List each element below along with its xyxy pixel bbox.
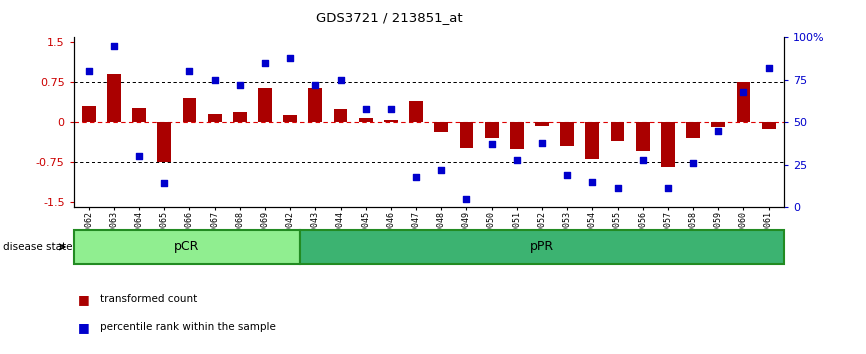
Point xyxy=(208,77,222,82)
Bar xyxy=(460,122,474,148)
Bar xyxy=(435,122,449,132)
Text: percentile rank within the sample: percentile rank within the sample xyxy=(100,322,275,332)
Point xyxy=(283,55,297,61)
Bar xyxy=(107,74,121,122)
Point xyxy=(535,140,549,145)
Point xyxy=(686,160,700,166)
Bar xyxy=(233,112,247,122)
Point xyxy=(460,196,474,201)
Bar xyxy=(333,109,347,122)
Point xyxy=(711,128,725,133)
Bar xyxy=(611,122,624,141)
Bar xyxy=(686,122,700,138)
Bar xyxy=(711,122,725,127)
Point xyxy=(485,141,499,147)
Bar xyxy=(258,88,272,122)
Bar xyxy=(409,101,423,122)
Point xyxy=(132,153,146,159)
Bar xyxy=(510,122,524,149)
Point xyxy=(409,174,423,179)
Point xyxy=(81,68,95,74)
Point xyxy=(560,172,574,178)
Point xyxy=(333,77,347,82)
Bar xyxy=(308,88,322,122)
Point xyxy=(308,82,322,87)
Point xyxy=(183,68,197,74)
Bar xyxy=(535,122,549,126)
Bar xyxy=(359,118,372,122)
Text: GDS3721 / 213851_at: GDS3721 / 213851_at xyxy=(316,11,463,24)
Bar xyxy=(81,106,95,122)
Point xyxy=(510,157,524,162)
Bar xyxy=(283,115,297,122)
Bar xyxy=(132,108,146,122)
Text: disease state: disease state xyxy=(3,242,72,252)
Point xyxy=(661,185,675,191)
Bar xyxy=(636,122,650,152)
Point xyxy=(636,157,650,162)
Bar xyxy=(208,114,222,122)
Text: pPR: pPR xyxy=(530,240,554,253)
Bar xyxy=(74,230,301,264)
Bar xyxy=(585,122,599,159)
Point xyxy=(435,167,449,172)
Point xyxy=(585,179,599,184)
Text: ■: ■ xyxy=(78,321,90,334)
Bar xyxy=(661,122,675,167)
Point xyxy=(107,43,121,48)
Bar xyxy=(183,98,197,122)
Point xyxy=(233,82,247,87)
Point xyxy=(611,185,624,191)
Point xyxy=(158,181,171,186)
Point xyxy=(762,65,776,70)
Point xyxy=(258,60,272,65)
Bar xyxy=(384,120,397,122)
Bar xyxy=(158,122,171,162)
Text: transformed count: transformed count xyxy=(100,294,197,304)
Bar xyxy=(485,122,499,138)
Text: ■: ■ xyxy=(78,293,90,306)
Bar xyxy=(762,122,776,129)
Bar xyxy=(736,82,750,122)
Point xyxy=(359,106,372,112)
Text: pCR: pCR xyxy=(174,240,200,253)
Bar xyxy=(560,122,574,146)
Point xyxy=(384,106,397,112)
Point xyxy=(736,89,750,95)
Bar xyxy=(301,230,784,264)
